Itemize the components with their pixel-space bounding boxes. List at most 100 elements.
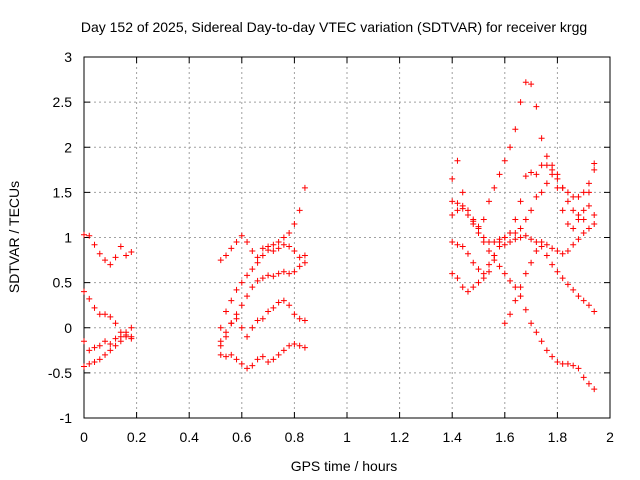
data-point — [570, 207, 577, 214]
data-point — [470, 284, 477, 291]
data-point — [280, 241, 287, 248]
data-point — [512, 284, 519, 291]
data-point — [296, 263, 303, 270]
data-point — [496, 171, 503, 178]
data-point — [244, 365, 251, 372]
y-tick-label: 2.5 — [53, 94, 73, 110]
data-point — [470, 259, 477, 266]
data-point — [533, 193, 540, 200]
data-point — [228, 297, 235, 304]
x-axis-label: GPS time / hours — [291, 458, 398, 474]
data-point — [123, 252, 130, 259]
data-point — [575, 211, 582, 218]
data-point — [244, 239, 251, 246]
data-point — [217, 351, 224, 358]
data-point — [259, 275, 266, 282]
data-point — [128, 333, 135, 340]
data-point — [486, 268, 493, 275]
data-point — [280, 347, 287, 354]
data-point — [591, 220, 598, 227]
data-point — [238, 302, 245, 309]
data-point — [538, 189, 545, 196]
data-point — [538, 338, 545, 345]
data-point — [543, 180, 550, 187]
data-point — [559, 184, 566, 191]
data-point — [296, 254, 303, 261]
data-point — [244, 293, 251, 300]
data-point — [591, 166, 598, 173]
data-point — [459, 243, 466, 250]
data-point — [291, 220, 298, 227]
data-point — [286, 270, 293, 277]
y-axis-label: SDTVAR / TECUs — [6, 181, 22, 293]
x-tick-label: 0.2 — [127, 429, 147, 445]
series-c5 — [449, 79, 598, 230]
data-point — [575, 193, 582, 200]
x-tick-label: 0.6 — [232, 429, 252, 445]
data-point — [238, 360, 245, 367]
data-point — [91, 359, 98, 366]
data-point — [107, 261, 114, 268]
data-point — [464, 288, 471, 295]
data-point — [491, 184, 498, 191]
data-point — [475, 223, 482, 230]
data-point — [249, 362, 256, 369]
data-point — [585, 202, 592, 209]
data-point — [459, 189, 466, 196]
data-point — [522, 79, 529, 86]
data-point — [96, 356, 103, 363]
y-tick-label: 1.5 — [53, 184, 73, 200]
data-point — [496, 236, 503, 243]
data-point — [217, 342, 224, 349]
data-point — [275, 245, 282, 252]
data-point — [580, 374, 587, 381]
data-point — [549, 245, 556, 252]
data-point — [275, 239, 282, 246]
data-point — [528, 81, 535, 88]
data-point — [238, 279, 245, 286]
data-point — [296, 207, 303, 214]
data-point — [270, 304, 277, 311]
x-tick-label: 0.8 — [285, 429, 305, 445]
data-point — [296, 315, 303, 322]
data-point — [107, 347, 114, 354]
data-point — [522, 270, 529, 277]
data-point — [564, 360, 571, 367]
data-point — [564, 198, 571, 205]
data-point — [580, 297, 587, 304]
data-point — [86, 347, 93, 354]
data-point — [102, 338, 109, 345]
data-point — [91, 344, 98, 351]
chart-title: Day 152 of 2025, Sidereal Day-to-day VTE… — [81, 19, 587, 35]
data-point — [102, 311, 109, 318]
data-point — [449, 175, 456, 182]
x-tick-label: 1.8 — [548, 429, 568, 445]
data-point — [564, 220, 571, 227]
data-point — [291, 340, 298, 347]
data-point — [501, 270, 508, 277]
data-point — [575, 365, 582, 372]
data-point — [543, 162, 550, 169]
data-point — [507, 277, 514, 284]
data-point — [475, 266, 482, 273]
data-point — [259, 353, 266, 360]
data-point — [265, 359, 272, 366]
data-point — [512, 297, 519, 304]
data-point — [559, 250, 566, 257]
data-point — [517, 293, 524, 300]
data-point — [296, 342, 303, 349]
data-point — [585, 380, 592, 387]
data-point — [249, 266, 256, 273]
data-point — [223, 353, 230, 360]
data-point — [580, 207, 587, 214]
data-point — [543, 241, 550, 248]
series-a1 — [81, 231, 135, 268]
data-point — [123, 331, 130, 338]
data-point — [228, 245, 235, 252]
data-point — [549, 162, 556, 169]
data-point — [449, 211, 456, 218]
data-points — [81, 79, 598, 393]
data-point — [585, 180, 592, 187]
data-point — [570, 225, 577, 232]
